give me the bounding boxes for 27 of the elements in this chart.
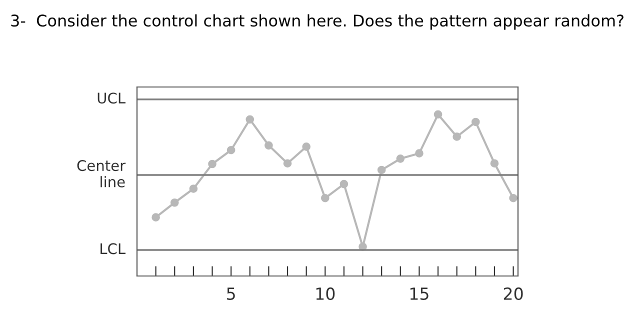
point [509,194,518,202]
ref-line-label: Center line [77,160,126,188]
point [152,213,160,222]
point [340,180,348,188]
point [452,132,462,141]
point [246,115,254,124]
x-tick-label: 15 [410,288,428,300]
point [377,166,386,174]
point [208,160,216,168]
ref-line-label: LCL [100,243,126,254]
chart-title: 3- Consider the control chart shown here. Does the pattern appear random? [11,14,624,30]
x-tick-label: 10 [316,287,335,300]
x-tick-label: 20 [504,287,523,300]
ref-line-label: UCL [98,92,126,104]
point [170,198,179,207]
point [490,159,499,168]
point [396,154,405,163]
point [434,110,442,119]
point [302,142,310,151]
x-tick-label: 5 [227,288,235,300]
point [264,141,273,150]
point [226,146,236,154]
point [415,149,424,158]
point [472,118,480,126]
point [189,184,198,193]
point [320,194,330,202]
point [283,159,292,168]
